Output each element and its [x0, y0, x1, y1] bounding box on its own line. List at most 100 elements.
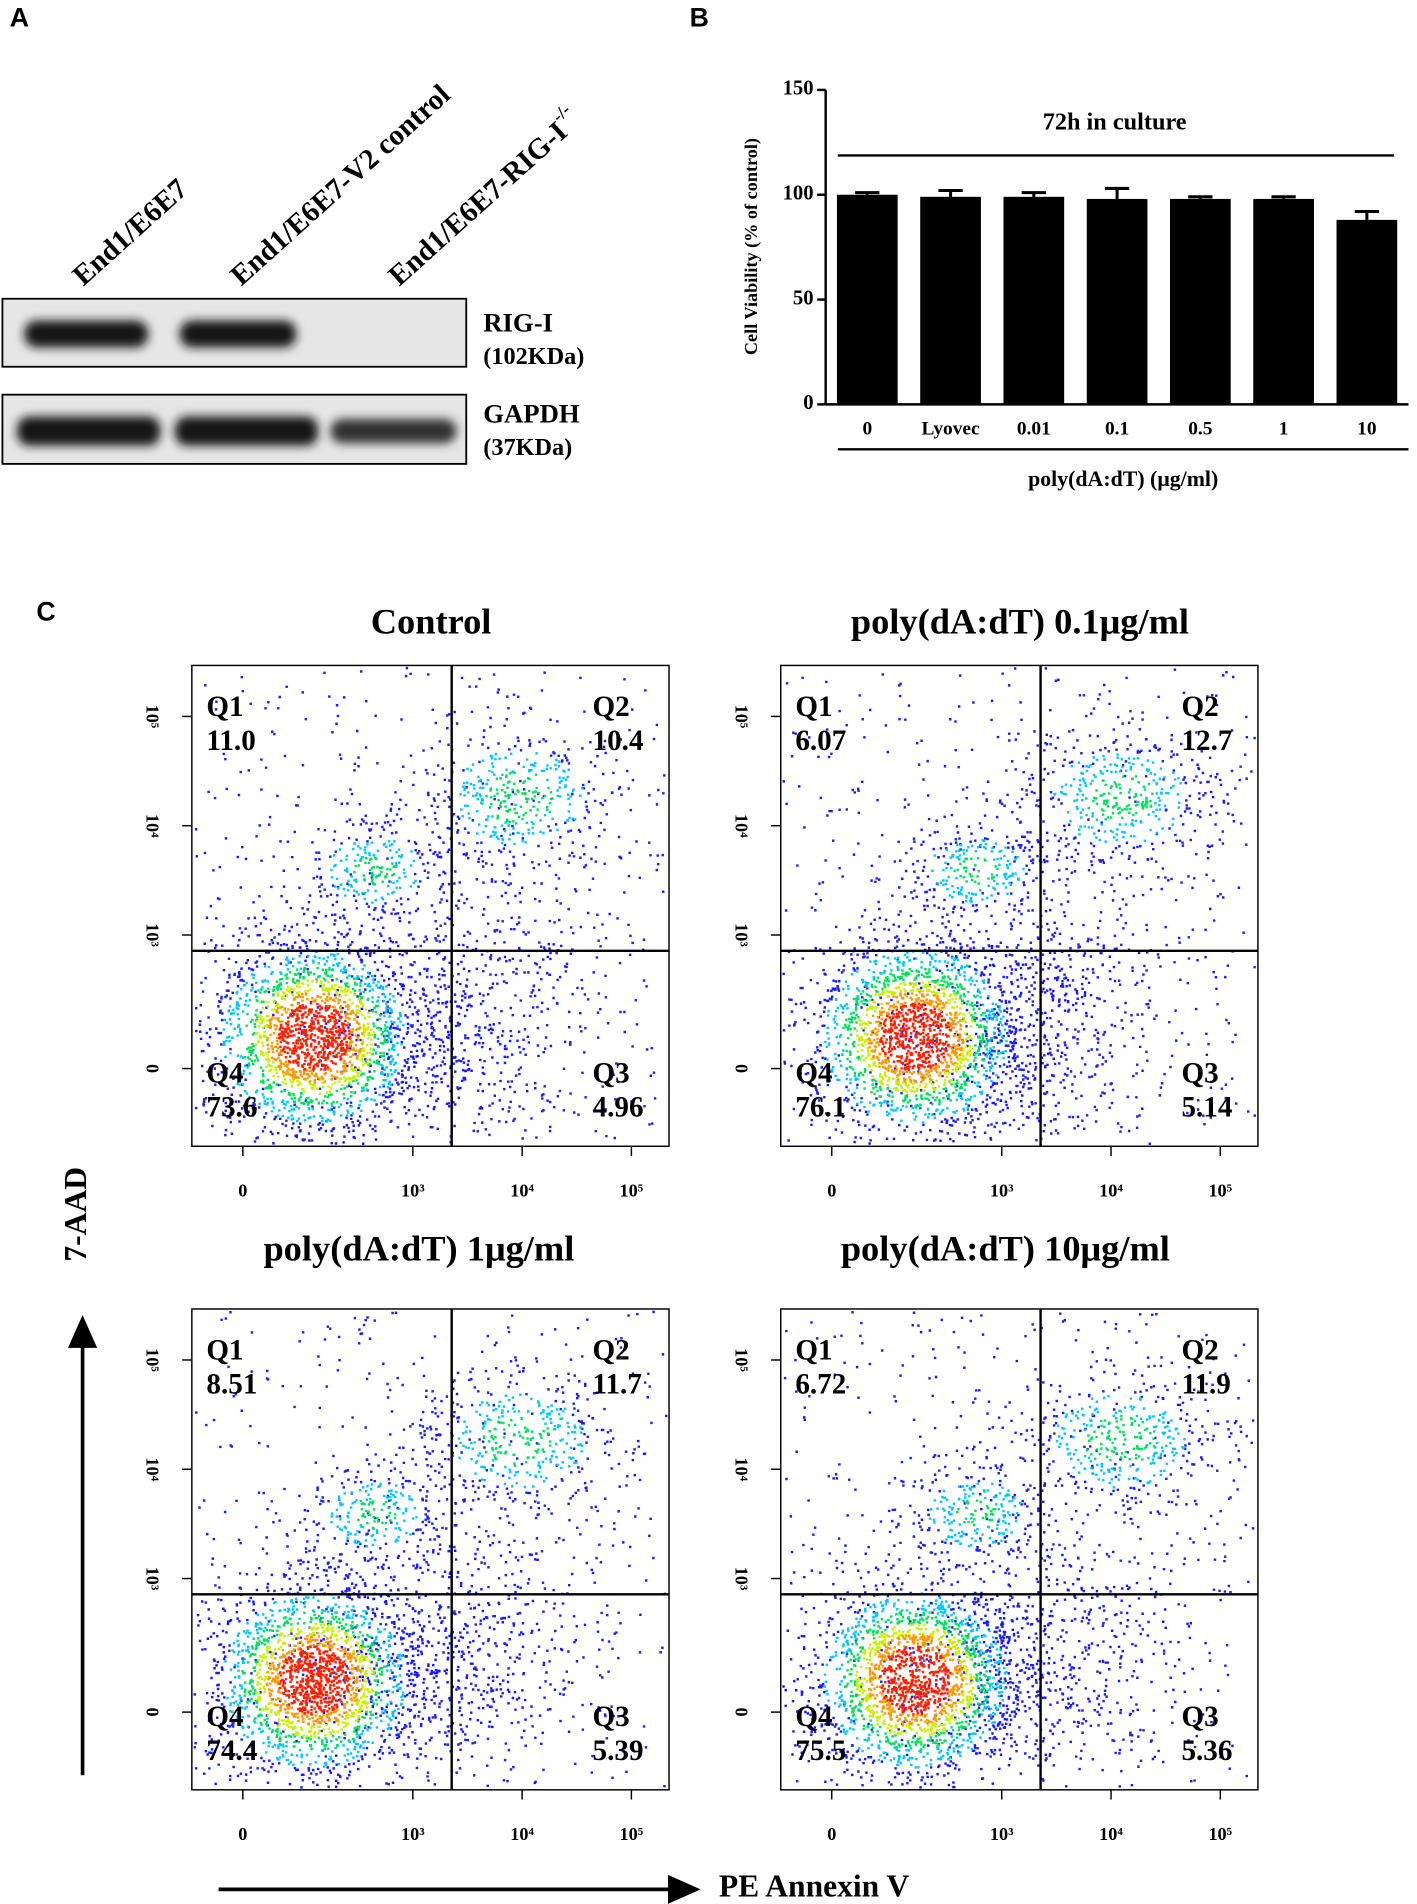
- quadrant-name: Q2: [1181, 691, 1218, 723]
- density-dots: [277, 1002, 352, 1071]
- quadrant-percent: 8.51: [206, 1368, 257, 1400]
- y-tick-label: 0: [142, 1708, 162, 1717]
- x-tick-label: 10⁵: [620, 1181, 644, 1201]
- quadrant-name: Q4: [795, 1701, 833, 1733]
- quadrant-name: Q3: [1181, 1701, 1218, 1733]
- plot-frame: [191, 664, 670, 1148]
- quadrant-percent: 11.0: [206, 725, 255, 757]
- flow-plot: [194, 666, 666, 1145]
- plot-title: poly(dA:dT) 10μg/ml: [841, 1228, 1170, 1268]
- density-dots: [194, 666, 666, 1145]
- x-tick-label: 10⁵: [1208, 1824, 1232, 1844]
- blot-bands: [16, 320, 457, 446]
- density-dots: [782, 1311, 1255, 1789]
- y-axis-label: Cell Viability (% of control): [741, 138, 762, 355]
- x-tick-label: 0: [238, 1181, 247, 1201]
- plot-frame: [191, 1308, 670, 1791]
- quadrant-percent: 6.07: [795, 725, 846, 757]
- y-tick-label: 10⁴: [731, 1457, 751, 1481]
- quadrant-percent: 6.72: [795, 1368, 846, 1400]
- bar: [836, 194, 898, 405]
- band-name: RIG-I: [483, 308, 553, 338]
- x-tick-label: 0: [238, 1824, 247, 1844]
- density-dots: [278, 1645, 351, 1716]
- band-size: (102KDa): [483, 343, 584, 370]
- error-bar: [938, 189, 963, 197]
- y-tick-label: 150: [783, 78, 814, 100]
- x-tick-label: Lyovec: [921, 418, 980, 439]
- y-tick-label: 10³: [142, 1567, 162, 1591]
- band-size: (37KDa): [483, 434, 572, 461]
- x-tick-label: 10⁴: [510, 1824, 534, 1844]
- bar: [920, 196, 981, 405]
- panel-label: B: [690, 3, 709, 33]
- y-tick-label: 10⁵: [142, 705, 162, 729]
- y-tick-label: 10³: [731, 923, 751, 947]
- y-tick-label: 100: [783, 182, 814, 204]
- flow-plot: [782, 1311, 1255, 1789]
- x-tick-label: 0: [827, 1824, 836, 1844]
- x-tick-label: 0.01: [1017, 418, 1051, 439]
- axis-label: PE Annexin V: [719, 1869, 910, 1904]
- error-bar: [855, 191, 880, 195]
- quadrant-percent: 5.14: [1181, 1092, 1232, 1124]
- flow-plot: [782, 667, 1256, 1145]
- x-tick-label: 10³: [401, 1181, 425, 1201]
- quadrant-name: Q4: [206, 1701, 244, 1733]
- x-tick-label: 10⁵: [620, 1824, 644, 1844]
- flow-plot: [193, 1310, 668, 1789]
- x-tick-label: 10³: [990, 1824, 1014, 1844]
- y-tick-label: 10³: [731, 1567, 751, 1591]
- x-tick-label: 10⁴: [510, 1181, 534, 1201]
- quadrant-percent: 74.4: [206, 1735, 257, 1767]
- x-tick-label: 1: [1279, 418, 1289, 439]
- plot-title: poly(dA:dT) 1μg/ml: [263, 1228, 574, 1268]
- quadrant-percent: 12.7: [1181, 725, 1232, 757]
- x-tick-label: 0: [827, 1181, 836, 1201]
- quadrant-name: Q1: [206, 1334, 243, 1366]
- band-name: GAPDH: [483, 399, 580, 429]
- quadrant-name: Q3: [593, 1701, 630, 1733]
- bar: [1336, 219, 1398, 405]
- density-dots: [878, 1645, 952, 1716]
- error-bar: [1021, 191, 1046, 197]
- density-dots: [879, 1002, 952, 1072]
- quadrant-name: Q2: [1181, 1334, 1218, 1366]
- x-tick-label: 10⁴: [1099, 1181, 1123, 1201]
- bar: [1253, 198, 1314, 405]
- y-tick-label: 10⁵: [731, 1348, 751, 1372]
- quadrant-percent: 4.96: [593, 1092, 644, 1124]
- quadrant-name: Q4: [206, 1058, 244, 1090]
- bar: [1003, 196, 1065, 405]
- quadrant-percent: 76.1: [795, 1092, 846, 1124]
- x-tick-label: 10: [1357, 418, 1376, 439]
- density-dots: [224, 1393, 584, 1768]
- y-tick-label: 10³: [142, 923, 162, 947]
- quadrant-percent: 73.6: [206, 1092, 257, 1124]
- y-tick-label: 10⁴: [731, 814, 751, 838]
- annotation: 72h in culture: [1043, 108, 1187, 135]
- x-tick-label: 10³: [401, 1824, 425, 1844]
- quadrant-name: Q3: [1181, 1058, 1218, 1090]
- error-bar: [1271, 195, 1296, 199]
- x-tick-label: 10⁴: [1099, 1824, 1123, 1844]
- quadrant-percent: 75.5: [795, 1735, 846, 1767]
- x-tick-label: 10³: [990, 1181, 1014, 1201]
- y-tick-label: 10⁴: [142, 814, 162, 838]
- y-tick-label: 50: [793, 287, 814, 309]
- quadrant-name: Q2: [593, 1334, 630, 1366]
- quadrant-name: Q1: [795, 1334, 832, 1366]
- y-tick-label: 10⁵: [731, 705, 751, 729]
- y-tick-label: 0: [142, 1064, 162, 1073]
- y-tick-label: 10⁵: [142, 1348, 162, 1372]
- plot-title: poly(dA:dT) 0.1μg/ml: [851, 602, 1189, 642]
- quadrant-name: Q2: [593, 691, 630, 723]
- axis-label: 7-AAD: [58, 1167, 93, 1262]
- x-tick-label: 10⁵: [1208, 1181, 1232, 1201]
- quadrant-name: Q1: [795, 691, 832, 723]
- x-tick-label: 0.5: [1188, 418, 1212, 439]
- panel-label: C: [36, 596, 55, 626]
- quadrant-percent: 5.39: [593, 1735, 644, 1767]
